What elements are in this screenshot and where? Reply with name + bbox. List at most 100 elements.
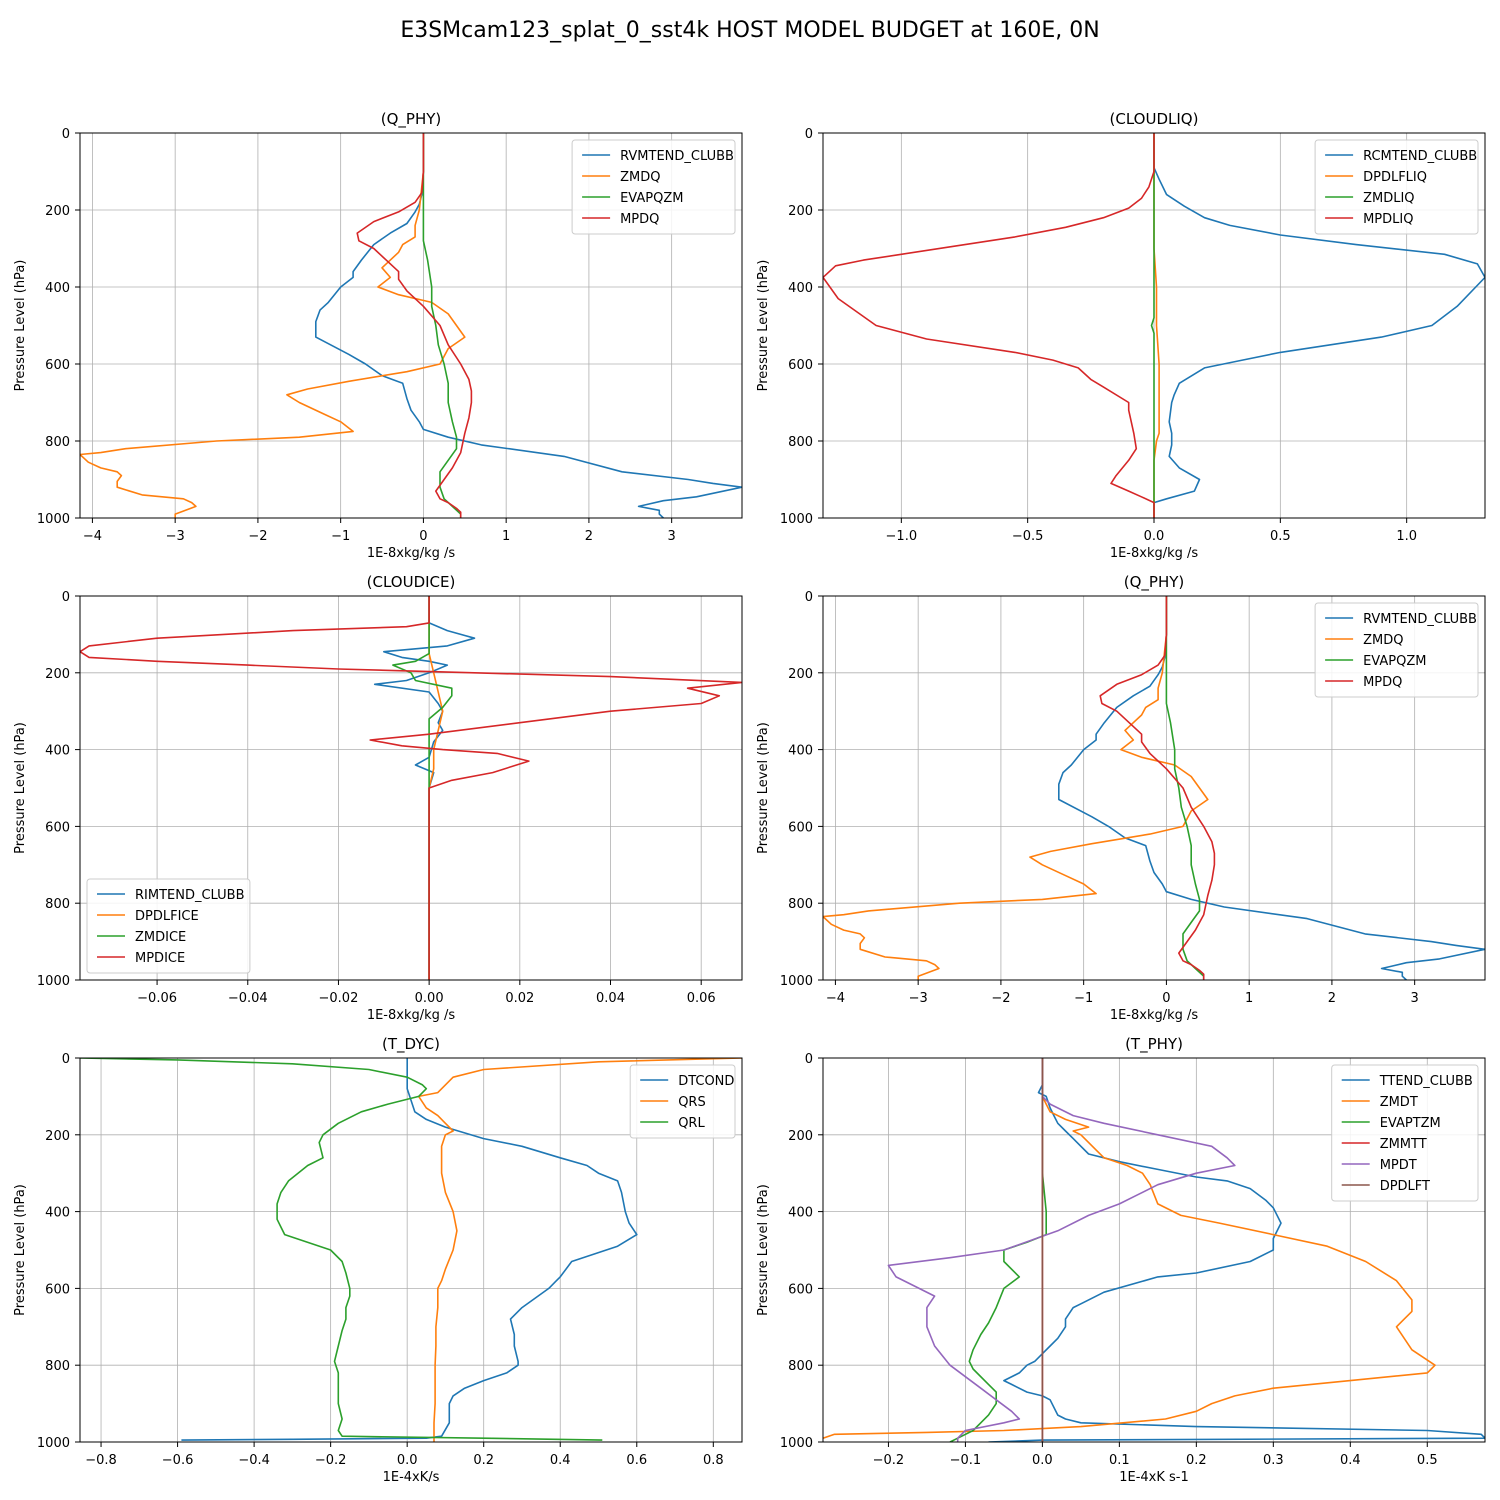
x-tick-label: 0.1 bbox=[1109, 1453, 1130, 1468]
legend-label-mpdq: MPDQ bbox=[1363, 675, 1402, 690]
y-tick-label: 800 bbox=[45, 435, 70, 450]
x-tick-label: 1 bbox=[1245, 991, 1253, 1006]
chart-panel-3: −0.06 −0.04 −0.02 0.00 0.02 0.04 0.06 0 200 400 60… bbox=[13, 573, 743, 1023]
y-axis-label: Pressure Level (hPa) bbox=[13, 1184, 28, 1316]
y-tick-label: 600 bbox=[788, 820, 813, 835]
chart-title: (CLOUDLIQ) bbox=[1110, 110, 1199, 128]
y-axis-label: Pressure Level (hPa) bbox=[13, 722, 28, 854]
y-tick-label: 200 bbox=[45, 204, 70, 219]
legend-label-zmdice: ZMDICE bbox=[135, 930, 186, 945]
series-line-qrl bbox=[80, 1058, 603, 1441]
series-line-mpdliq bbox=[823, 133, 1155, 518]
x-axis-label: 1E-4xK s-1 bbox=[1119, 1470, 1189, 1485]
legend: TTEND_CLUBB ZMDT EVAPTZM ZMMTT MPDT DPDLFT bbox=[1331, 1064, 1479, 1202]
x-tick-label: 1.0 bbox=[1396, 529, 1417, 544]
x-tick-label: 0.0 bbox=[1144, 529, 1165, 544]
x-tick-label: 0.2 bbox=[473, 1453, 494, 1468]
legend-label-zmdliq: ZMDLIQ bbox=[1363, 191, 1414, 206]
x-tick-label: 3 bbox=[668, 529, 676, 544]
legend: RCMTEND_CLUBB DPDLFLIQ ZMDLIQ MPDLIQ bbox=[1314, 139, 1479, 235]
x-tick-label: 0.06 bbox=[687, 991, 716, 1006]
chart-panel-1: −4 −3 −2 −1 0 1 2 3 0 200 400 600 800 1000 (Q_PHY) 1E-8… bbox=[13, 110, 743, 561]
x-tick-label: 2 bbox=[1328, 991, 1336, 1006]
legend: RVMTEND_CLUBB ZMDQ EVAPQZM MPDQ bbox=[1314, 602, 1479, 698]
y-tick-label: 600 bbox=[45, 1282, 70, 1297]
series-line-zmdq bbox=[823, 596, 1209, 980]
axes-frame bbox=[79, 1057, 743, 1443]
y-tick-label: 1000 bbox=[37, 512, 70, 527]
y-tick-label: 0 bbox=[62, 590, 70, 605]
legend-box bbox=[86, 878, 251, 974]
y-tick-label: 400 bbox=[45, 1206, 70, 1221]
legend-label-dpdlfice: DPDLFICE bbox=[135, 909, 199, 924]
x-tick-label: 0.5 bbox=[1417, 1453, 1438, 1468]
y-tick-label: 800 bbox=[788, 435, 813, 450]
x-tick-label: −2 bbox=[991, 991, 1010, 1006]
series-group bbox=[823, 1058, 1485, 1442]
series-line-ttend_clubb bbox=[988, 1058, 1485, 1442]
legend-label-evaptzm: EVAPTZM bbox=[1380, 1116, 1441, 1131]
x-axis-label: 1E-4xK/s bbox=[383, 1470, 440, 1485]
series-line-rvmtend_clubb bbox=[314, 133, 742, 518]
figure-title: E3SMcam123_splat_0_sst4k HOST MODEL BUDG… bbox=[400, 18, 1099, 43]
legend-label-evapqzm: EVAPQZM bbox=[1363, 654, 1426, 669]
x-axis-label: 1E-8xkg/kg /s bbox=[1110, 546, 1199, 561]
x-tick-label: 0 bbox=[419, 529, 427, 544]
series-line-zmdliq bbox=[1150, 133, 1155, 518]
x-tick-label: 0.04 bbox=[596, 991, 625, 1006]
y-tick-label: 400 bbox=[788, 1206, 813, 1221]
x-tick-label: 0.02 bbox=[505, 991, 534, 1006]
y-tick-label: 600 bbox=[45, 358, 70, 373]
series-line-rvmtend_clubb bbox=[1058, 596, 1485, 980]
y-axis-label: Pressure Level (hPa) bbox=[756, 260, 771, 392]
legend-label-zmdq: ZMDQ bbox=[620, 170, 660, 185]
y-tick-label: 0 bbox=[805, 127, 813, 142]
legend-label-rimtend_clubb: RIMTEND_CLUBB bbox=[135, 888, 245, 903]
legend: DTCOND QRS QRL bbox=[629, 1064, 736, 1139]
series-group bbox=[80, 133, 742, 518]
x-axis-label: 1E-8xkg/kg /s bbox=[1110, 1008, 1199, 1023]
x-tick-label: 0.4 bbox=[550, 1453, 571, 1468]
y-tick-label: 800 bbox=[45, 897, 70, 912]
legend: RVMTEND_CLUBB ZMDQ EVAPQZM MPDQ bbox=[571, 139, 736, 235]
legend-box bbox=[1314, 139, 1479, 235]
series-group bbox=[823, 133, 1485, 518]
x-tick-label: −4 bbox=[83, 529, 102, 544]
x-axis-label: 1E-8xkg/kg /s bbox=[367, 1008, 456, 1023]
x-axis-label: 1E-8xkg/kg /s bbox=[367, 546, 456, 561]
x-tick-label: 0.6 bbox=[626, 1453, 647, 1468]
y-tick-label: 1000 bbox=[37, 974, 70, 989]
series-line-mpdq bbox=[356, 133, 473, 518]
y-tick-label: 1000 bbox=[37, 1436, 70, 1451]
legend-label-dtcond: DTCOND bbox=[678, 1074, 734, 1089]
x-tick-label: −0.02 bbox=[319, 991, 359, 1006]
series-line-zmdq bbox=[80, 133, 466, 518]
y-axis-label: Pressure Level (hPa) bbox=[756, 722, 771, 854]
series-line-evaptzm bbox=[949, 1058, 1047, 1442]
x-tick-label: −0.2 bbox=[315, 1453, 347, 1468]
x-tick-label: −0.1 bbox=[950, 1453, 982, 1468]
y-tick-label: 600 bbox=[788, 358, 813, 373]
x-tick-label: 0 bbox=[1162, 991, 1170, 1006]
x-tick-label: −0.04 bbox=[228, 991, 268, 1006]
series-line-dtcond bbox=[181, 1058, 638, 1441]
legend-label-mpdliq: MPDLIQ bbox=[1363, 212, 1413, 227]
x-tick-label: 0.0 bbox=[397, 1453, 418, 1468]
legend-label-qrl: QRL bbox=[678, 1116, 705, 1131]
chart-title: (CLOUDICE) bbox=[367, 573, 456, 591]
legend-label-mpdice: MPDICE bbox=[135, 951, 185, 966]
x-tick-label: −3 bbox=[909, 991, 928, 1006]
y-tick-label: 1000 bbox=[780, 1436, 813, 1451]
series-line-zmdt bbox=[823, 1058, 1436, 1439]
x-tick-label: −1 bbox=[1074, 991, 1093, 1006]
x-tick-label: −1.0 bbox=[886, 529, 918, 544]
legend-label-qrs: QRS bbox=[678, 1095, 706, 1110]
chart-panel-4: −4 −3 −2 −1 0 1 2 3 0 200 400 600 800 1000 (Q_PHY) 1E-8… bbox=[756, 573, 1486, 1023]
legend-label-rcmtend_clubb: RCMTEND_CLUBB bbox=[1363, 149, 1477, 164]
x-tick-label: −4 bbox=[826, 991, 845, 1006]
series-line-qrs bbox=[417, 1058, 742, 1442]
y-tick-label: 400 bbox=[788, 744, 813, 759]
series-line-dpdlfice bbox=[428, 596, 444, 980]
x-tick-label: −0.5 bbox=[1012, 529, 1044, 544]
y-tick-label: 800 bbox=[45, 1359, 70, 1374]
